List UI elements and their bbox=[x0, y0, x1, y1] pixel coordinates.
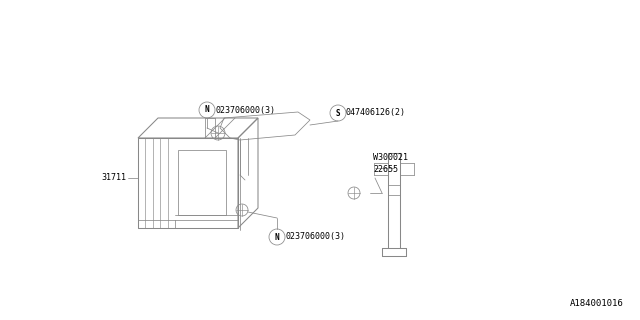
Text: N: N bbox=[275, 233, 279, 242]
Text: A184001016: A184001016 bbox=[570, 299, 624, 308]
Text: S: S bbox=[336, 108, 340, 117]
Text: N: N bbox=[205, 106, 209, 115]
Text: 047406126(2): 047406126(2) bbox=[346, 108, 406, 117]
Text: 31711: 31711 bbox=[101, 173, 126, 182]
Text: 023706000(3): 023706000(3) bbox=[215, 106, 275, 115]
Text: W300021: W300021 bbox=[373, 154, 408, 163]
Text: 023706000(3): 023706000(3) bbox=[285, 233, 345, 242]
Text: 22655: 22655 bbox=[373, 165, 398, 174]
